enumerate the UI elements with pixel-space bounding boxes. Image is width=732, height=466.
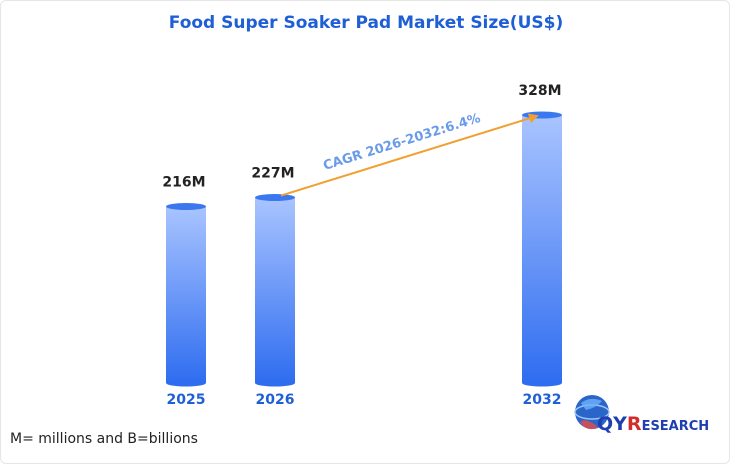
- bar-base-2025: [166, 379, 206, 387]
- bar-2032: [522, 115, 562, 383]
- value-label-2026: 227M: [251, 166, 294, 182]
- units-footnote: M= millions and B=billions: [10, 431, 198, 447]
- cagr-arrow: [280, 113, 539, 197]
- category-label-2026: 2026: [256, 392, 295, 408]
- cagr-annotation: CAGR 2026-2032:6.4%: [322, 111, 483, 174]
- bar-cap-2026: [255, 194, 295, 202]
- bar-cap-2032: [522, 111, 562, 119]
- qyresearch-logo: QYRESEARCH: [597, 413, 709, 435]
- value-label-2025: 216M: [162, 175, 205, 191]
- logo-rest: ESEARCH: [641, 419, 710, 434]
- bar-2025: [166, 206, 206, 383]
- bar-2026: [255, 197, 295, 383]
- logo-r: R: [626, 413, 642, 435]
- qyresearch-globe-icon: [574, 395, 610, 430]
- bar-base-2026: [255, 379, 295, 387]
- category-label-2025: 2025: [167, 392, 206, 408]
- chart-title: Food Super Soaker Pad Market Size(US$): [168, 13, 564, 33]
- bar-base-2032: [522, 379, 562, 387]
- value-label-2032: 328M: [518, 83, 561, 99]
- category-label-2032: 2032: [523, 392, 562, 408]
- logo-y: Y: [613, 413, 627, 435]
- bar-cap-2025: [166, 203, 206, 211]
- logo-q: Q: [597, 413, 614, 435]
